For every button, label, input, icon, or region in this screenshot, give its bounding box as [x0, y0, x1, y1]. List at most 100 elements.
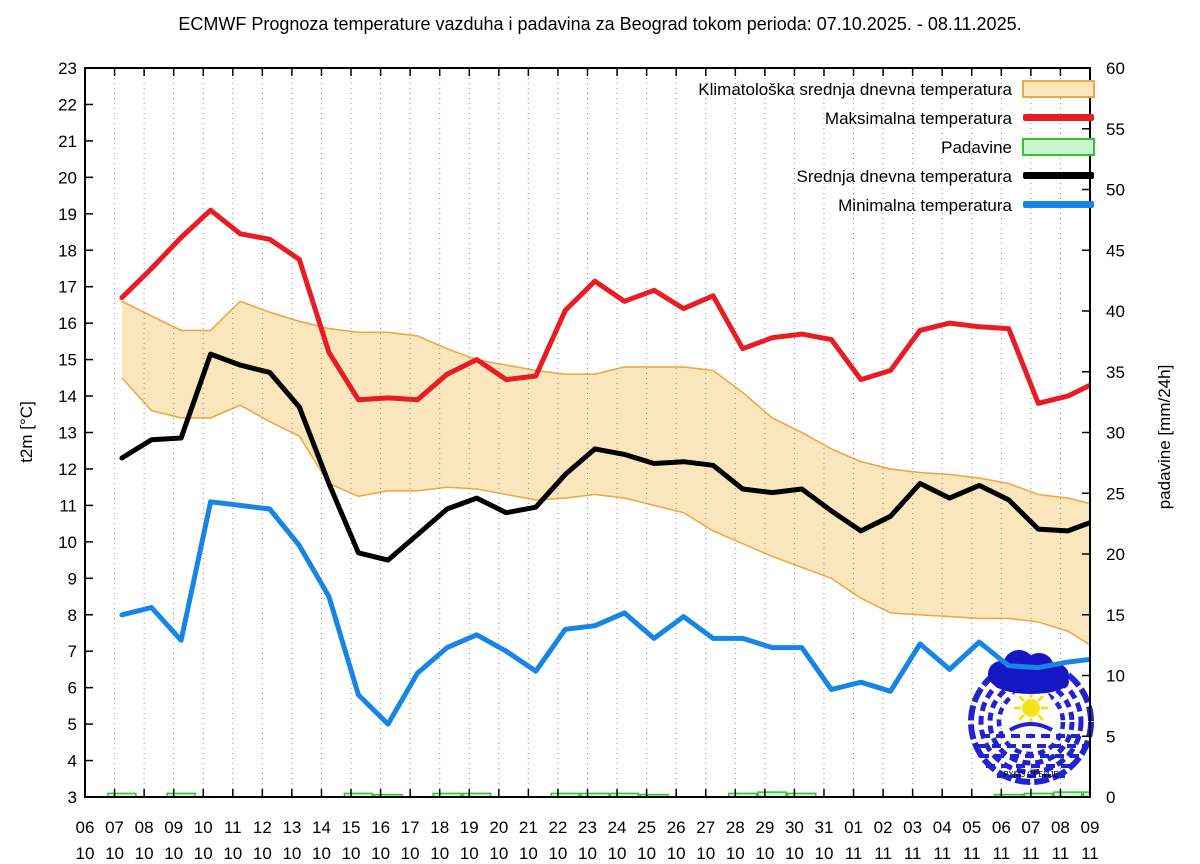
x-axis-tick-label-month: 10: [489, 844, 508, 863]
x-axis-tick-label-day: 02: [874, 818, 893, 837]
x-axis-tick-label-month: 11: [963, 844, 981, 863]
y-axis-tick-label-right: 30: [1106, 424, 1125, 443]
x-axis-tick-label-day: 21: [519, 818, 538, 837]
precip-bar: [727, 792, 758, 797]
x-axis-tick-label-day: 22: [548, 818, 567, 837]
x-axis-tick-label-day: 13: [282, 818, 301, 837]
x-axis-tick-label-month: 11: [874, 844, 892, 863]
climate-band-upper-edge: [121, 300, 1090, 505]
x-axis-tick-label-day: 09: [1081, 818, 1100, 837]
y-axis-tick-label-right: 55: [1106, 120, 1125, 139]
x-axis-tick-label-day: 06: [992, 818, 1011, 837]
x-axis-tick-label-month: 10: [105, 844, 124, 863]
x-axis-tick-label-month: 10: [282, 844, 301, 863]
y-axis-tick-label-right: 35: [1106, 363, 1125, 382]
x-axis-tick-label-month: 10: [637, 844, 656, 863]
x-axis-tick-label-month: 11: [904, 844, 922, 863]
legend-label-mean-temp: Srednja dnevna temperatura: [797, 167, 1013, 186]
y-axis-tick-label-left: 6: [68, 679, 77, 698]
y-axis-tick-label-left: 21: [58, 132, 77, 151]
y-axis-label-right: padavine [mm/24h]: [1155, 365, 1174, 510]
climate-band-lower-edge: [121, 377, 1090, 646]
series-mean-temp-line: [119, 351, 1090, 563]
y-axis-tick-label-right: 50: [1106, 181, 1125, 200]
x-axis-tick-label-day: 09: [164, 818, 183, 837]
x-axis-tick-label-month: 10: [194, 844, 213, 863]
x-axis-tick-label-month: 10: [815, 844, 834, 863]
tick-labels-layer: 3456789101112131415161718192021222305101…: [58, 59, 1125, 863]
series-min-temp-line: [119, 499, 1090, 727]
x-axis-tick-label-day: 11: [224, 818, 242, 837]
y-axis-tick-label-right: 45: [1106, 241, 1125, 260]
y-axis-tick-label-left: 17: [58, 278, 77, 297]
precip-bar: [166, 792, 196, 797]
x-axis-tick-label-month: 10: [667, 844, 686, 863]
x-axis-tick-label-month: 10: [785, 844, 804, 863]
x-axis-tick-label-day: 04: [933, 818, 952, 837]
x-axis-tick-label-month: 10: [135, 844, 154, 863]
x-axis-tick-label-day: 05: [962, 818, 981, 837]
legend-label-climate-band: Klimatološka srednja dnevna temperatura: [698, 80, 1012, 99]
y-axis-tick-label-left: 11: [59, 496, 77, 515]
x-axis-tick-label-day: 31: [815, 818, 834, 837]
x-axis-tick-label-day: 08: [135, 818, 154, 837]
y-axis-tick-label-right: 0: [1106, 788, 1115, 807]
y-axis-tick-label-left: 10: [58, 533, 77, 552]
y-axis-tick-label-right: 5: [1106, 727, 1115, 746]
x-axis-tick-label-day: 30: [785, 818, 804, 837]
x-axis-tick-label-month: 10: [608, 844, 627, 863]
x-axis-tick-label-month: 11: [992, 844, 1010, 863]
logo-water-lines-icon: [977, 734, 1085, 778]
x-axis-tick-label-month: 10: [76, 844, 95, 863]
rhmz-logo: РХМЗ СРБИЈЕ: [968, 650, 1094, 785]
precip-bar: [787, 792, 817, 797]
x-axis-tick-label-month: 10: [342, 844, 361, 863]
x-axis-tick-label-day: 27: [696, 818, 715, 837]
x-axis-tick-label-month: 10: [548, 844, 567, 863]
x-axis-tick-label-day: 15: [342, 818, 361, 837]
x-axis-tick-label-month: 11: [1022, 844, 1040, 863]
x-axis-tick-label-day: 23: [578, 818, 597, 837]
y-axis-tick-label-left: 7: [68, 642, 77, 661]
y-axis-tick-label-left: 23: [58, 59, 77, 78]
legend-swatch-mean-temp: [1023, 172, 1094, 179]
y-axis-label-left: t2m [°C]: [17, 401, 36, 463]
legend-swatch-precip: [1022, 138, 1095, 156]
x-axis-tick-label-day: 16: [371, 818, 390, 837]
x-axis-tick-label-month: 10: [696, 844, 715, 863]
y-axis-tick-label-right: 40: [1106, 302, 1125, 321]
x-axis-tick-label-month: 10: [460, 844, 479, 863]
x-axis-tick-label-day: 25: [637, 818, 656, 837]
temperature-lines-layer: [119, 207, 1090, 727]
x-axis-tick-label-day: 26: [667, 818, 686, 837]
y-axis-tick-label-left: 20: [58, 168, 77, 187]
precip-bar: [1023, 792, 1054, 797]
y-axis-tick-label-left: 8: [68, 606, 77, 625]
logo-sun-icon: [1014, 691, 1048, 725]
y-axis-tick-label-right: 15: [1106, 606, 1125, 625]
y-axis-tick-label-right: 60: [1106, 59, 1125, 78]
y-axis-tick-label-right: 20: [1106, 545, 1125, 564]
x-axis-tick-label-month: 10: [519, 844, 538, 863]
x-axis-tick-label-month: 10: [253, 844, 272, 863]
chart-title: ECMWF Prognoza temperature vazduha i pad…: [178, 14, 1021, 34]
y-axis-tick-label-left: 4: [68, 752, 77, 771]
x-axis-tick-label-day: 03: [903, 818, 922, 837]
x-axis-tick-label-month: 10: [401, 844, 420, 863]
y-axis-tick-label-left: 9: [68, 569, 77, 588]
precip-bar: [432, 792, 462, 797]
x-axis-tick-label-day: 10: [194, 818, 213, 837]
y-axis-tick-label-left: 3: [68, 788, 77, 807]
legend-label-precip: Padavine: [941, 138, 1012, 157]
logo-text: РХМЗ СРБИЈЕ: [1003, 770, 1058, 779]
x-axis-tick-label-day: 14: [312, 818, 331, 837]
x-axis-tick-label-day: 19: [460, 818, 479, 837]
x-axis-tick-label-day: 07: [105, 818, 124, 837]
x-axis-tick-label-month: 11: [1052, 844, 1070, 863]
x-axis-tick-label-day: 29: [755, 818, 774, 837]
x-axis-tick-label-day: 06: [76, 818, 95, 837]
x-axis-tick-label-day: 28: [726, 818, 745, 837]
x-axis-tick-label-day: 18: [430, 818, 449, 837]
precip-bar: [461, 792, 492, 797]
y-axis-tick-label-right: 10: [1106, 667, 1125, 686]
